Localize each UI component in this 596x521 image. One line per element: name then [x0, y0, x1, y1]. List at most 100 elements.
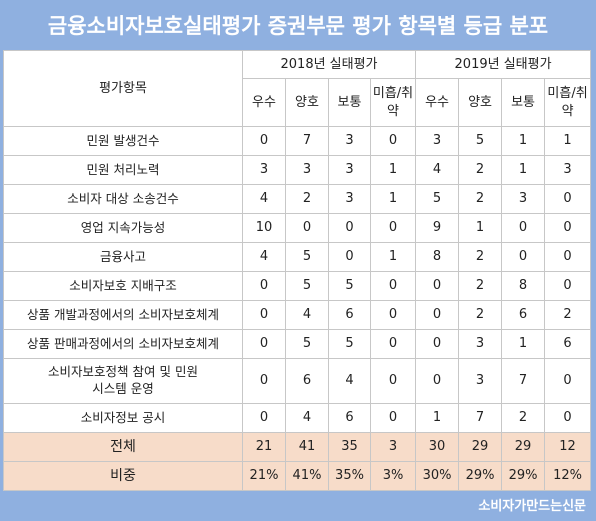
- cell-value: 2: [458, 300, 503, 330]
- header-grade-excellent-2018: 우수: [242, 78, 286, 127]
- cell-value: 3: [328, 184, 371, 214]
- cell-value: 7: [501, 358, 546, 404]
- cell-value: 4: [242, 184, 286, 214]
- cell-value: 0: [369, 213, 417, 243]
- cell-value: 9: [415, 213, 460, 243]
- cell-value: 0: [544, 358, 592, 404]
- ratio-value: 29%: [501, 461, 546, 491]
- cell-value: 0: [415, 271, 460, 301]
- table-row: 소비자 대상 소송건수 4 2 3 1 5 2 3 0: [3, 184, 592, 214]
- cell-value: 0: [242, 403, 286, 433]
- total-label: 전체: [3, 432, 243, 462]
- table-row: 민원 처리노력 3 3 3 1 4 2 1 3: [3, 155, 592, 185]
- cell-value: 3: [458, 329, 503, 359]
- cell-value: 6: [328, 403, 371, 433]
- cell-value: 0: [369, 403, 417, 433]
- cell-value: 3: [285, 155, 329, 185]
- cell-value: 0: [242, 271, 286, 301]
- row-label: 상품 개발과정에서의 소비자보호체계: [3, 300, 243, 330]
- cell-value: 0: [544, 184, 592, 214]
- row-label: 민원 발생건수: [3, 126, 243, 156]
- cell-value: 1: [544, 126, 592, 156]
- cell-value: 6: [285, 358, 329, 404]
- cell-value: 0: [501, 213, 546, 243]
- total-value: 29: [458, 432, 503, 462]
- table-row: 민원 발생건수 0 7 3 0 3 5 1 1: [3, 126, 592, 156]
- total-value: 30: [415, 432, 460, 462]
- cell-value: 0: [242, 329, 286, 359]
- cell-value: 3: [501, 184, 546, 214]
- total-row: 전체 21 41 35 3 30 29 29 12: [3, 432, 592, 462]
- total-value: 35: [328, 432, 371, 462]
- cell-value: 6: [544, 329, 592, 359]
- cell-value: 2: [458, 184, 503, 214]
- cell-value: 0: [544, 403, 592, 433]
- cell-value: 0: [285, 213, 329, 243]
- cell-value: 0: [415, 358, 460, 404]
- table-row: 금융사고 4 5 0 1 8 2 0 0: [3, 242, 592, 272]
- ratio-value: 41%: [285, 461, 329, 491]
- row-label: 소비자정보 공시: [3, 403, 243, 433]
- cell-value: 1: [369, 242, 417, 272]
- cell-value: 4: [285, 403, 329, 433]
- grade-distribution-table: 평가항목 2018년 실태평가 2019년 실태평가 우수 양호 보통 미흡/취…: [3, 50, 592, 491]
- cell-value: 8: [415, 242, 460, 272]
- cell-value: 0: [544, 213, 592, 243]
- page-title: 금융소비자보호실태평가 증권부문 평가 항목별 등급 분포: [47, 14, 549, 38]
- cell-value: 0: [415, 329, 460, 359]
- row-label: 민원 처리노력: [3, 155, 243, 185]
- header-grade-good-2019: 양호: [458, 78, 503, 127]
- total-value: 21: [242, 432, 286, 462]
- cell-value: 7: [458, 403, 503, 433]
- table-row: 상품 개발과정에서의 소비자보호체계 0 4 6 0 0 2 6 2: [3, 300, 592, 330]
- cell-value: 1: [369, 155, 417, 185]
- header-grade-good-2018: 양호: [285, 78, 329, 127]
- cell-value: 3: [458, 358, 503, 404]
- header-grade-excellent-2019: 우수: [415, 78, 460, 127]
- cell-value: 0: [544, 242, 592, 272]
- cell-value: 7: [285, 126, 329, 156]
- table-row: 소비자보호정책 참여 및 민원시스템 운영 0 6 4 0 0 3 7 0: [3, 358, 592, 404]
- cell-value: 0: [369, 271, 417, 301]
- header-grade-poor-2018: 미흡/취약: [369, 78, 417, 127]
- cell-value: 8: [501, 271, 546, 301]
- row-label: 영업 지속가능성: [3, 213, 243, 243]
- cell-value: 3: [328, 126, 371, 156]
- cell-value: 1: [501, 155, 546, 185]
- cell-value: 2: [458, 242, 503, 272]
- cell-value: 0: [544, 271, 592, 301]
- total-value: 41: [285, 432, 329, 462]
- cell-value: 6: [328, 300, 371, 330]
- cell-value: 3: [328, 155, 371, 185]
- cell-value: 0: [242, 358, 286, 404]
- cell-value: 0: [242, 126, 286, 156]
- table-row: 영업 지속가능성 10 0 0 0 9 1 0 0: [3, 213, 592, 243]
- cell-value: 0: [501, 242, 546, 272]
- cell-value: 0: [369, 358, 417, 404]
- cell-value: 5: [285, 271, 329, 301]
- total-value: 29: [501, 432, 546, 462]
- row-label: 소비자보호정책 참여 및 민원시스템 운영: [3, 358, 243, 404]
- cell-value: 10: [242, 213, 286, 243]
- cell-value: 1: [458, 213, 503, 243]
- cell-value: 3: [415, 126, 460, 156]
- row-label-text: 소비자보호정책 참여 및 민원시스템 운영: [48, 364, 198, 396]
- table-row: 소비자보호 지배구조 0 5 5 0 0 2 8 0: [3, 271, 592, 301]
- cell-value: 6: [501, 300, 546, 330]
- cell-value: 0: [328, 242, 371, 272]
- cell-value: 5: [285, 242, 329, 272]
- table-row: 상품 판매과정에서의 소비자보호체계 0 5 5 0 0 3 1 6: [3, 329, 592, 359]
- header-grade-average-2019: 보통: [501, 78, 546, 127]
- header-grade-poor-2019: 미흡/취약: [544, 78, 592, 127]
- cell-value: 5: [328, 271, 371, 301]
- ratio-value: 21%: [242, 461, 286, 491]
- cell-value: 5: [285, 329, 329, 359]
- cell-value: 0: [242, 300, 286, 330]
- cell-value: 5: [415, 184, 460, 214]
- cell-value: 3: [544, 155, 592, 185]
- cell-value: 2: [501, 403, 546, 433]
- header-grade-average-2018: 보통: [328, 78, 371, 127]
- cell-value: 2: [544, 300, 592, 330]
- cell-value: 4: [328, 358, 371, 404]
